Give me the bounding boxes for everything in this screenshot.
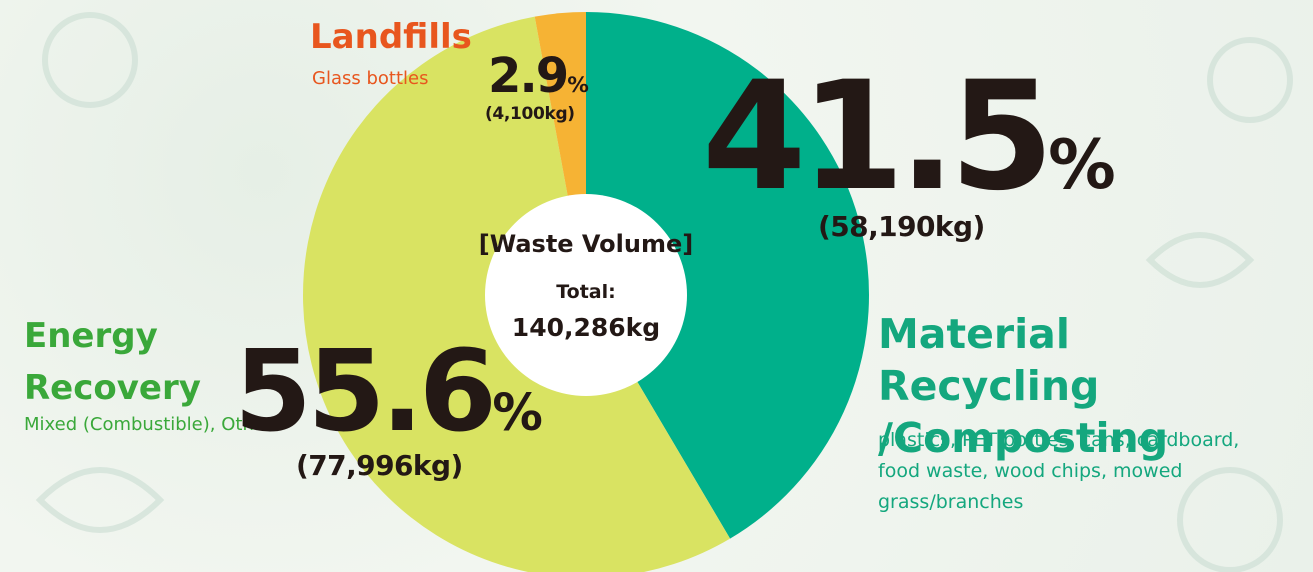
- percent-label: 2.9%: [488, 52, 589, 100]
- recycling-description: plastics, PET bottles, cans, cardboard, …: [878, 425, 1278, 518]
- center-title: [Waste Volume]: [479, 230, 694, 258]
- landfills-title: Landfills: [310, 20, 472, 54]
- weight-label: (4,100kg): [485, 106, 575, 123]
- page: [Waste Volume] Total: 140,286kg Landfill…: [0, 0, 1313, 572]
- percent-label: 55.6%: [234, 336, 543, 448]
- percent-label: 41.5%: [702, 62, 1116, 212]
- landfills-description: Glass bottles: [312, 70, 428, 88]
- total-label: Total:: [556, 281, 616, 303]
- weight-label: (58,190kg): [818, 213, 985, 241]
- energy-title: Energy Recovery: [24, 310, 234, 414]
- weight-label: (77,996kg): [296, 452, 463, 480]
